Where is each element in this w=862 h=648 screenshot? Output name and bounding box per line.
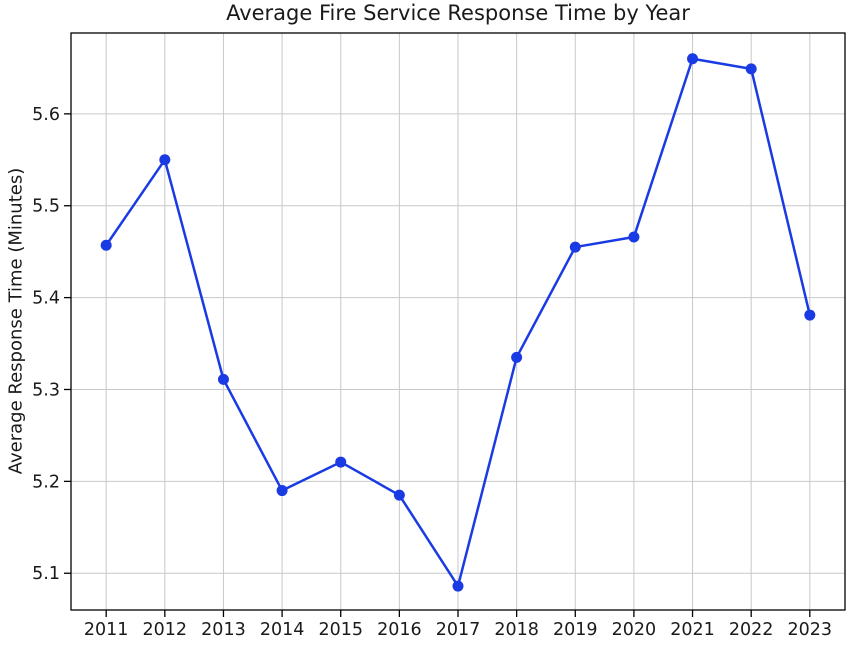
x-tick-label: 2018 — [494, 620, 539, 640]
data-point — [804, 309, 816, 321]
x-tick-label: 2020 — [612, 620, 657, 640]
x-tick-label: 2017 — [436, 620, 481, 640]
data-point — [217, 373, 229, 385]
data-point — [511, 351, 523, 363]
y-tick-label: 5.4 — [32, 289, 60, 309]
data-point — [100, 239, 112, 251]
data-point — [452, 580, 464, 592]
y-tick-label: 5.3 — [32, 380, 60, 400]
y-axis-label: Average Response Time (Minutes) — [5, 167, 27, 475]
data-point — [393, 489, 405, 501]
chart-title: Average Fire Service Response Time by Ye… — [226, 1, 690, 25]
y-tick-label: 5.2 — [32, 472, 60, 492]
y-tick-label: 5.6 — [32, 105, 60, 125]
y-tick-label: 5.1 — [32, 564, 60, 584]
data-point — [569, 241, 581, 253]
x-tick-label: 2022 — [729, 620, 774, 640]
data-point — [159, 154, 171, 166]
data-point — [628, 231, 640, 243]
x-tick-label: 2013 — [201, 620, 246, 640]
x-tick-label: 2012 — [143, 620, 188, 640]
x-tick-label: 2023 — [788, 620, 833, 640]
x-tick-label: 2019 — [553, 620, 598, 640]
data-point — [276, 485, 288, 497]
x-tick-label: 2016 — [377, 620, 422, 640]
data-point — [745, 63, 757, 75]
x-tick-label: 2021 — [670, 620, 715, 640]
data-point — [687, 53, 699, 65]
x-tick-label: 2011 — [84, 620, 129, 640]
x-tick-label: 2014 — [260, 620, 305, 640]
x-tick-label: 2015 — [318, 620, 363, 640]
data-point — [335, 456, 347, 468]
y-tick-label: 5.5 — [32, 197, 60, 217]
